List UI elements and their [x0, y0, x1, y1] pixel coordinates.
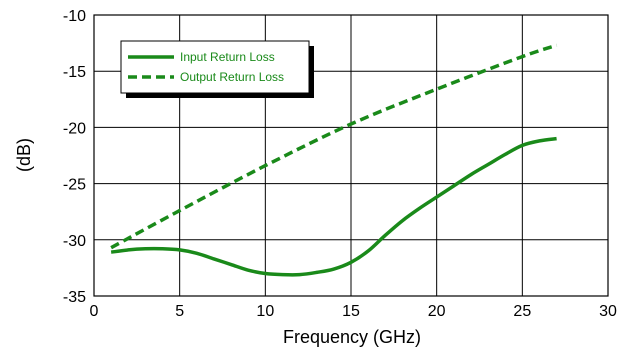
series-layer	[110, 43, 558, 277]
x-tick-label: 5	[175, 303, 184, 320]
y-tick-label: -10	[63, 8, 86, 25]
legend: Input Return Loss Output Return Loss	[120, 40, 314, 98]
x-axis-title: Frequency (GHz)	[283, 327, 421, 347]
tick-labels: 0 5 10 15 20 25 30 -35 -30 -25 -20 -15 -10	[63, 8, 617, 320]
x-tick-label: 10	[256, 303, 274, 320]
series-line-output-return-loss	[110, 43, 558, 250]
x-tick-label: 25	[513, 303, 531, 320]
legend-label-input-return-loss: Input Return Loss	[180, 50, 275, 64]
x-tick-label: 20	[428, 303, 446, 320]
y-tick-label: -15	[63, 64, 86, 81]
plot-area-frame	[93, 14, 609, 297]
y-axis-title: (dB)	[14, 138, 34, 172]
x-tick-label: 0	[90, 303, 99, 320]
y-tick-label: -25	[63, 177, 86, 194]
legend-box	[120, 40, 310, 94]
legend-label-output-return-loss: Output Return Loss	[180, 70, 284, 84]
x-tick-label: 15	[342, 303, 360, 320]
x-tick-label: 30	[599, 303, 617, 320]
series-line-input-return-loss	[110, 136, 557, 277]
y-tick-label: -20	[63, 120, 86, 137]
y-tick-label: -35	[63, 289, 86, 306]
y-tick-label: -30	[63, 233, 86, 250]
